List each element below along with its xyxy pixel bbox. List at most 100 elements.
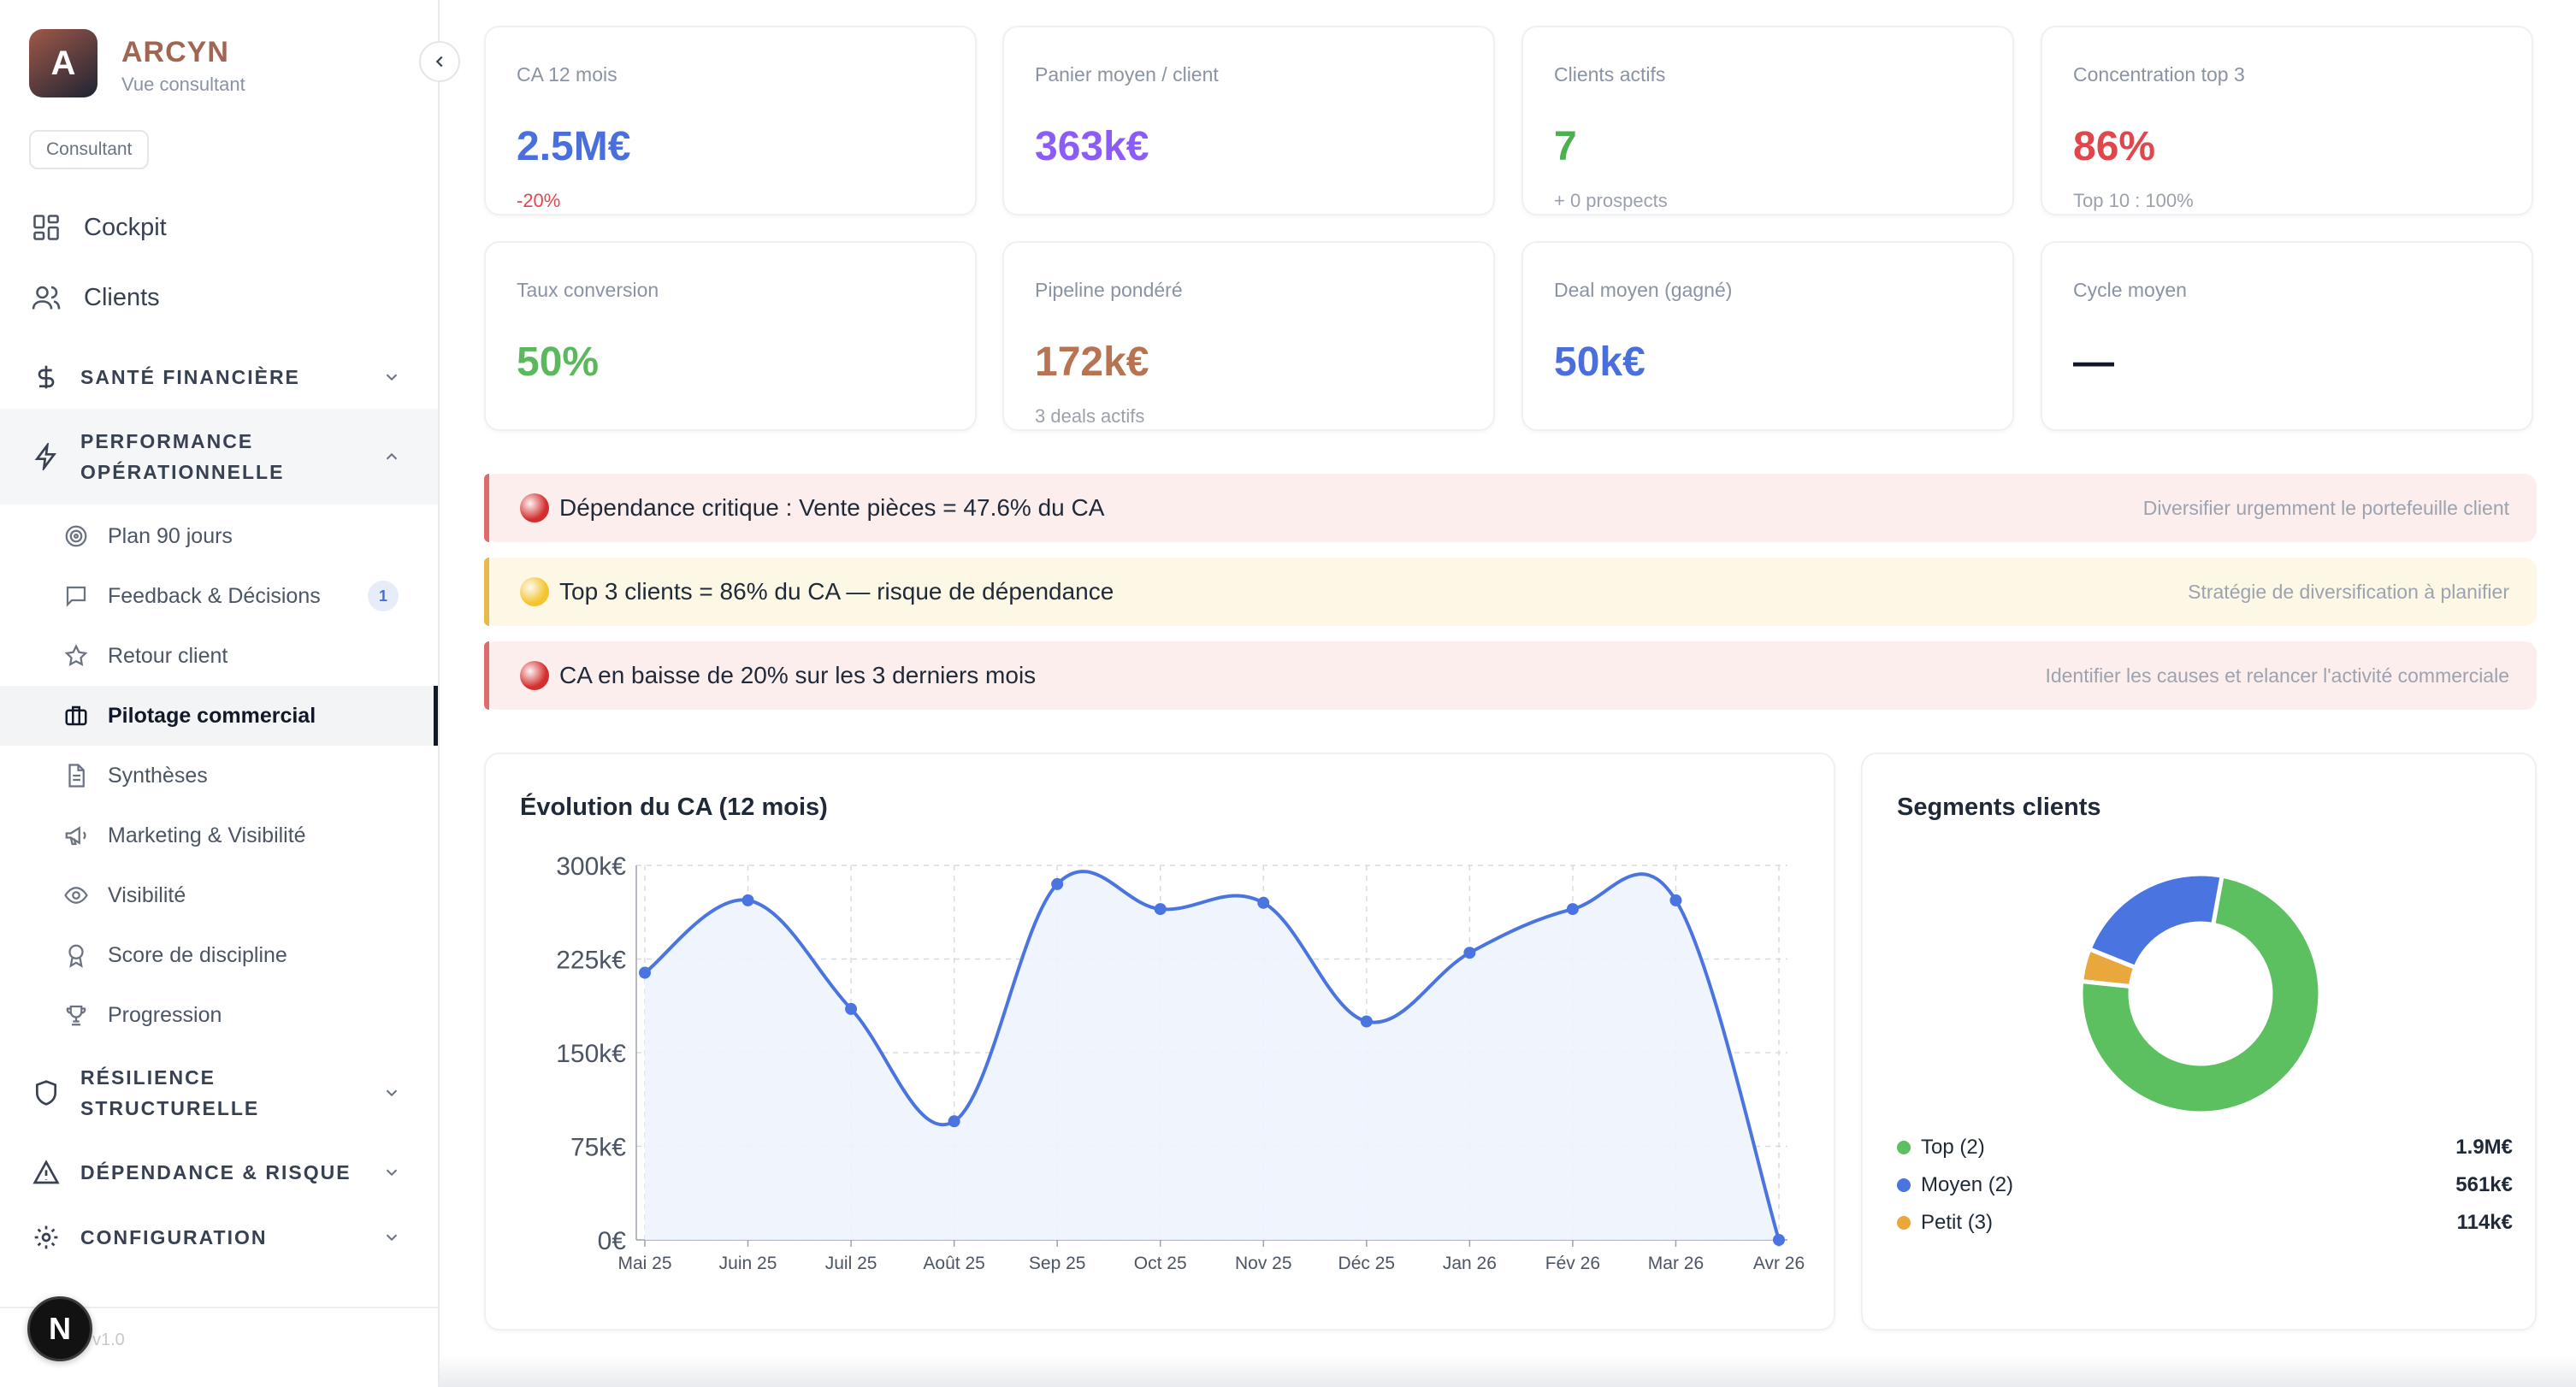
kpi-card-deal-moyen: Deal moyen (gagné) 50k€: [1521, 241, 2014, 431]
section-label: SANTÉ FINANCIÈRE: [80, 366, 300, 388]
section-label: DÉPENDANCE & RISQUE: [80, 1161, 352, 1183]
legend-label: Top (2): [1921, 1136, 1985, 1159]
donut-slice-moyen: [2086, 871, 2224, 971]
nav-item-label: Marketing & Visibilité: [108, 823, 306, 847]
kpi-card-cycle-moyen: Cycle moyen —: [2041, 241, 2533, 431]
legend-swatch: [1897, 1178, 1911, 1192]
version-label: v1.0: [92, 1331, 125, 1349]
nav-pilotage-commercial[interactable]: Pilotage commercial: [0, 686, 438, 746]
nav-item-label: Feedback & Décisions: [108, 583, 321, 608]
bottom-scroll-fade: [440, 1355, 2576, 1387]
section-sante-financiere[interactable]: SANTÉ FINANCIÈRE: [0, 356, 438, 398]
message-icon: [62, 581, 91, 611]
grid-icon: [29, 210, 63, 245]
megaphone-icon: [62, 821, 91, 850]
x-tick-label: Mar 26: [1648, 1254, 1704, 1273]
eye-icon: [62, 881, 91, 910]
kpi-value: 50%: [517, 339, 600, 385]
nav-feedback-decisions[interactable]: Feedback & Décisions 1: [0, 566, 438, 626]
nav-marketing-visibilite[interactable]: Marketing & Visibilité: [0, 806, 438, 865]
nav-item-label: Visibilité: [108, 882, 186, 907]
nav-cockpit[interactable]: Cockpit: [29, 209, 167, 246]
data-point: [1051, 877, 1064, 890]
y-tick-label: 225k€: [556, 947, 626, 975]
legend-value: 114k€: [2456, 1211, 2513, 1234]
nav-item-label: Score de discipline: [108, 942, 287, 967]
data-point: [741, 894, 754, 906]
award-icon: [62, 941, 91, 970]
section-performance-operationnelle[interactable]: PERFORMANCE OPÉRATIONNELLE: [0, 409, 438, 505]
nav-score-discipline[interactable]: Score de discipline: [0, 925, 438, 985]
alert-dependance-critique: Dépendance critique : Vente pièces = 47.…: [484, 474, 2537, 542]
kpi-sub: Top 10 : 100%: [2073, 190, 2194, 211]
alert-accent-bar: [484, 474, 489, 542]
x-tick-label: Jan 26: [1443, 1254, 1497, 1273]
nav-clients[interactable]: Clients: [29, 279, 160, 316]
devtools-badge[interactable]: N: [27, 1296, 92, 1361]
data-point: [1566, 903, 1579, 916]
legend-item-petit: Petit (3) 114k€: [1897, 1206, 2513, 1240]
chevron-down-icon: [380, 365, 404, 389]
chevron-down-icon: [380, 1160, 404, 1184]
legend-swatch: [1897, 1141, 1911, 1154]
data-point: [1669, 894, 1682, 906]
section-configuration[interactable]: CONFIGURATION: [0, 1216, 438, 1259]
section-label-line2: STRUCTURELLE: [80, 1097, 260, 1119]
data-point: [1773, 1234, 1785, 1246]
section-label-line2: OPÉRATIONNELLE: [80, 461, 285, 483]
kpi-label: Panier moyen / client: [1035, 63, 1219, 86]
nav-item-label: Pilotage commercial: [108, 703, 316, 728]
yellow-circle-icon: [520, 577, 549, 606]
revenue-chart-card: Évolution du CA (12 mois) 0€ 75k€ 150k€ 225…: [484, 753, 1835, 1331]
nav-visibilite[interactable]: Visibilité: [0, 865, 438, 925]
red-circle-icon: [520, 493, 549, 522]
brand-logo: A: [29, 29, 97, 97]
section-resilience-structurelle[interactable]: RÉSILIENCE STRUCTURELLE: [0, 1060, 438, 1125]
x-tick-label: Sep 25: [1029, 1254, 1086, 1273]
y-tick-label: 75k€: [570, 1134, 626, 1162]
segments-title: Segments clients: [1897, 794, 2101, 821]
segments-donut-chart: [2078, 871, 2323, 1116]
section-label-line1: PERFORMANCE: [80, 430, 254, 452]
zap-icon: [29, 440, 63, 474]
legend-swatch: [1897, 1216, 1911, 1230]
gear-icon: [29, 1220, 63, 1254]
kpi-label: Taux conversion: [517, 279, 659, 301]
count-badge: 1: [368, 581, 399, 611]
collapse-sidebar-button[interactable]: [419, 41, 460, 82]
kpi-value: 363k€: [1035, 124, 1149, 169]
chevron-down-icon: [380, 1081, 404, 1105]
kpi-value: —: [2073, 339, 2114, 385]
nav-plan-90-jours[interactable]: Plan 90 jours: [0, 506, 438, 566]
legend-value: 1.9M€: [2455, 1136, 2513, 1159]
chevron-left-icon: [430, 52, 449, 71]
brand-initial: A: [50, 44, 76, 82]
alert-top-3-clients: Top 3 clients = 86% du CA — risque de dé…: [484, 558, 2537, 626]
legend-label: Petit (3): [1921, 1211, 1994, 1234]
x-tick-label: Juil 25: [825, 1254, 877, 1273]
nav-item-label: Synthèses: [108, 763, 208, 788]
nav-syntheses[interactable]: Synthèses: [0, 746, 438, 806]
alert-message: CA en baisse de 20% sur les 3 derniers m…: [559, 662, 1037, 688]
y-tick-label: 300k€: [556, 853, 626, 881]
alert-triangle-icon: [29, 1155, 63, 1189]
chevron-up-icon: [380, 445, 404, 469]
nav-item-label: Progression: [108, 1002, 222, 1027]
kpi-sub: + 0 prospects: [1554, 190, 1668, 211]
alert-message: Dépendance critique : Vente pièces = 47.…: [559, 494, 1105, 521]
kpi-label: Concentration top 3: [2073, 63, 2245, 86]
alert-message: Top 3 clients = 86% du CA — risque de dé…: [559, 578, 1114, 605]
kpi-card-pipeline-pondere: Pipeline pondéré 172k€ 3 deals actifs: [1002, 241, 1495, 431]
nav-item-label: Plan 90 jours: [108, 523, 233, 548]
data-point: [1463, 947, 1476, 959]
legend-item-top: Top (2) 1.9M€: [1897, 1130, 2513, 1165]
section-dependance-risque[interactable]: DÉPENDANCE & RISQUE: [0, 1151, 438, 1194]
data-point: [1154, 903, 1167, 916]
alert-accent-bar: [484, 641, 489, 710]
role-badge: Consultant: [29, 130, 150, 169]
x-tick-label: Déc 25: [1338, 1254, 1396, 1273]
alert-hint: Diversifier urgemment le portefeuille cl…: [2142, 496, 2509, 519]
alert-accent-bar: [484, 558, 489, 626]
nav-progression[interactable]: Progression: [0, 985, 438, 1045]
nav-retour-client[interactable]: Retour client: [0, 626, 438, 686]
